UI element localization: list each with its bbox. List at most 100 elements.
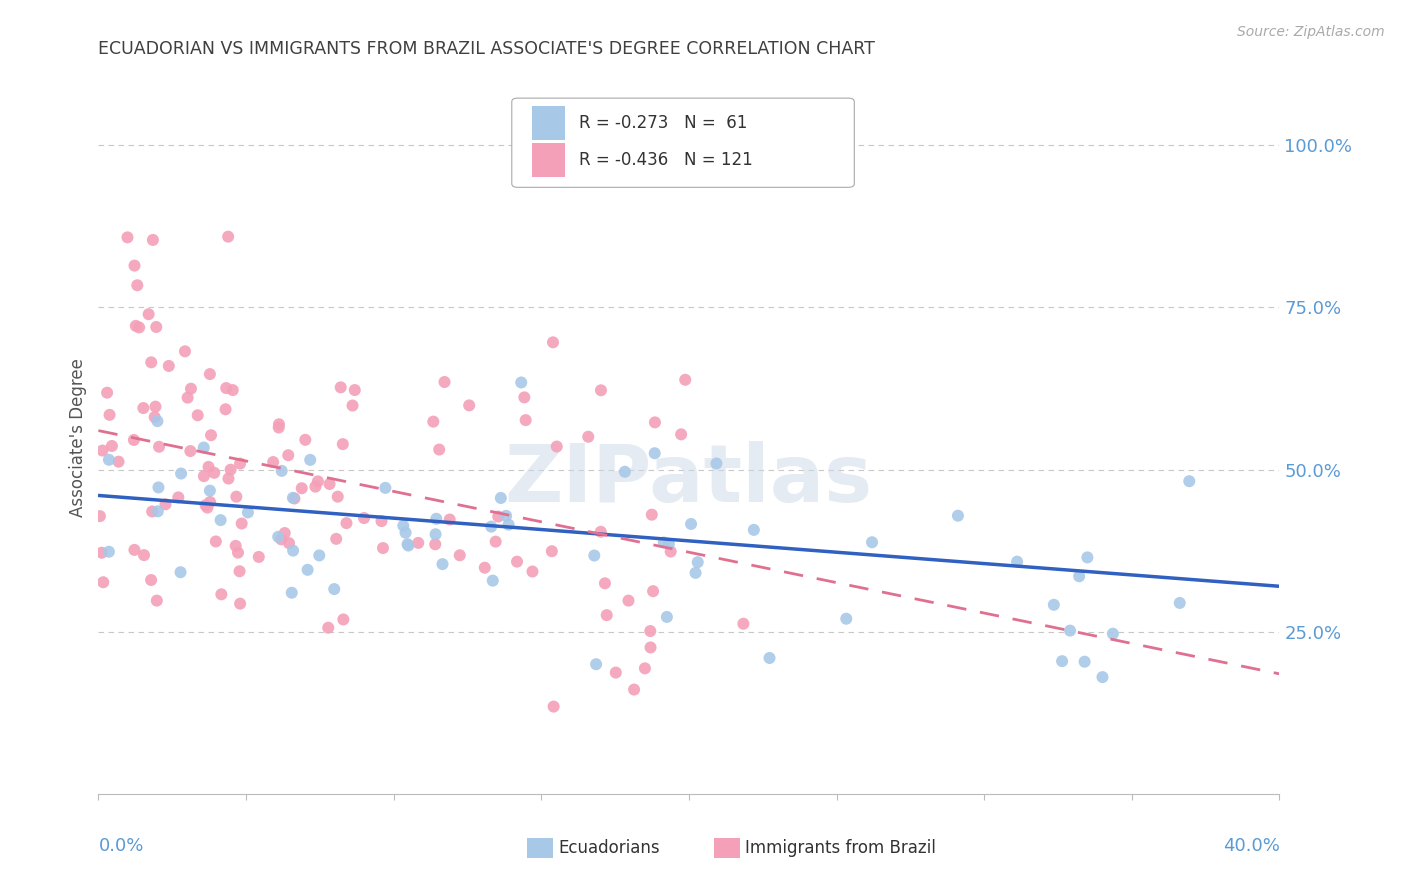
Point [148,440,170,454]
Point [138,307,160,321]
Point [652,535,675,549]
Point [634,661,657,675]
Point [585,657,607,672]
Point [353,511,375,525]
Point [481,574,503,588]
Point [225,490,247,504]
Point [91,443,114,458]
Point [325,532,347,546]
Point [1073,655,1095,669]
Point [543,699,565,714]
Point [97,545,120,559]
Point [200,428,222,442]
Point [515,413,537,427]
Point [540,544,562,558]
Point [613,465,636,479]
Point [593,576,616,591]
Point [267,417,290,432]
Point [90,546,112,560]
Point [281,586,304,600]
Point [225,539,247,553]
Bar [531,143,565,178]
Point [596,608,619,623]
Point [425,512,447,526]
Text: ECUADORIAN VS IMMIGRANTS FROM BRAZIL ASSOCIATE'S DEGREE CORRELATION CHART: ECUADORIAN VS IMMIGRANTS FROM BRAZIL ASS… [98,40,876,58]
Point [318,477,340,491]
Point [217,471,239,485]
Point [425,527,447,541]
Point [681,516,703,531]
Point [97,452,120,467]
Point [669,427,692,442]
Point [142,233,165,247]
Point [513,390,536,404]
Point [281,491,304,505]
Point [1178,474,1201,488]
Point [623,682,645,697]
Point [98,408,121,422]
Point [176,391,198,405]
Point [145,320,167,334]
Text: ZIPatlas: ZIPatlas [505,441,873,519]
Point [316,621,339,635]
Point [155,497,177,511]
Point [479,519,502,533]
Point [1043,598,1066,612]
Point [205,534,228,549]
Point [209,513,232,527]
Point [107,455,129,469]
Point [733,616,755,631]
Point [498,517,520,532]
Point [222,383,245,397]
Point [329,380,352,394]
Point [686,555,709,569]
Point [247,549,270,564]
Point [546,440,568,454]
Point [406,536,429,550]
Point [427,442,450,457]
Point [270,533,292,547]
Point [299,453,322,467]
Point [946,508,969,523]
Point [1168,596,1191,610]
Point [371,541,394,555]
Text: R = -0.436   N = 121: R = -0.436 N = 121 [579,152,752,169]
Point [343,383,366,397]
Point [658,537,681,551]
Point [278,536,301,550]
Point [262,455,284,469]
Point [659,544,682,558]
Point [96,385,118,400]
Point [432,557,454,571]
Point [425,537,447,551]
Point [1102,626,1125,640]
Point [143,410,166,425]
Point [422,415,444,429]
Point [231,516,253,531]
Point [132,401,155,415]
Point [335,516,357,530]
Point [576,430,599,444]
Text: Immigrants from Brazil: Immigrants from Brazil [745,839,936,857]
Point [146,593,169,607]
Point [229,597,252,611]
Point [187,409,209,423]
Point [396,537,419,551]
Point [174,344,197,359]
Text: R = -0.273   N =  61: R = -0.273 N = 61 [579,114,748,132]
Point [294,433,316,447]
Point [449,548,471,562]
Point [1059,624,1081,638]
Point [644,416,666,430]
Point [506,555,529,569]
Point [215,381,238,395]
Point [89,509,111,524]
Point [297,563,319,577]
Point [209,587,232,601]
Point [117,230,139,244]
Point [180,382,202,396]
Point [860,535,883,549]
Point [673,373,696,387]
Point [510,376,533,390]
Point [270,464,292,478]
